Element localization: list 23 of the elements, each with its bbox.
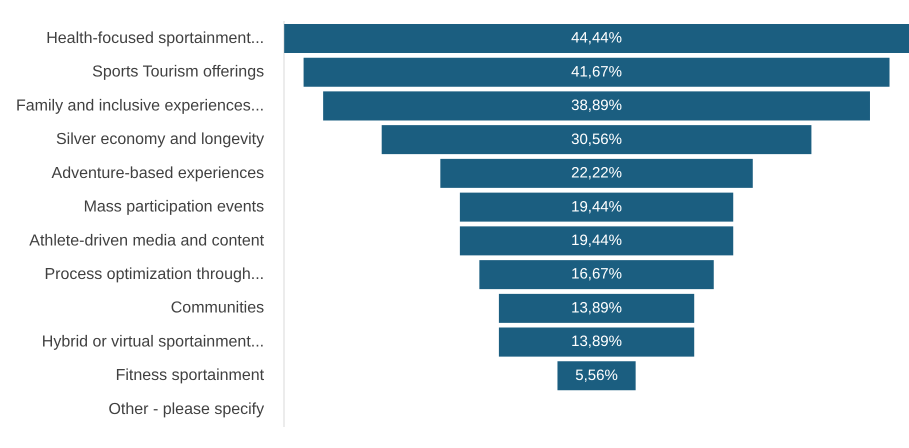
category-label: Communities [170,300,264,317]
category-label: Mass participation events [84,198,264,216]
data-label: 41,67% [571,63,622,80]
data-label: 13,89% [571,299,622,316]
category-label: Silver economy and longevity [56,131,264,148]
data-label: 22,22% [571,164,622,182]
data-label: 44,44% [571,30,622,47]
category-label: Fitness sportainment [116,367,265,384]
data-label: 16,67% [571,266,622,283]
data-label: 19,44% [571,232,622,250]
data-label: 13,89% [571,333,622,350]
category-label: Other - please specify [108,400,264,418]
category-label: Athlete-driven media and content [29,232,265,250]
category-label: Adventure-based experiences [52,164,264,182]
category-label: Sports Tourism offerings [92,64,264,81]
data-label: 38,89% [571,97,622,114]
category-label: Health-focused sportainment... [46,30,264,47]
category-label: Hybrid or virtual sportainment... [42,333,264,350]
data-label: 19,44% [571,198,622,216]
data-label: 5,56% [575,366,618,384]
category-label: Family and inclusive experiences... [16,97,264,114]
category-label: Process optimization through... [44,266,264,284]
data-label: 30,56% [571,130,622,148]
